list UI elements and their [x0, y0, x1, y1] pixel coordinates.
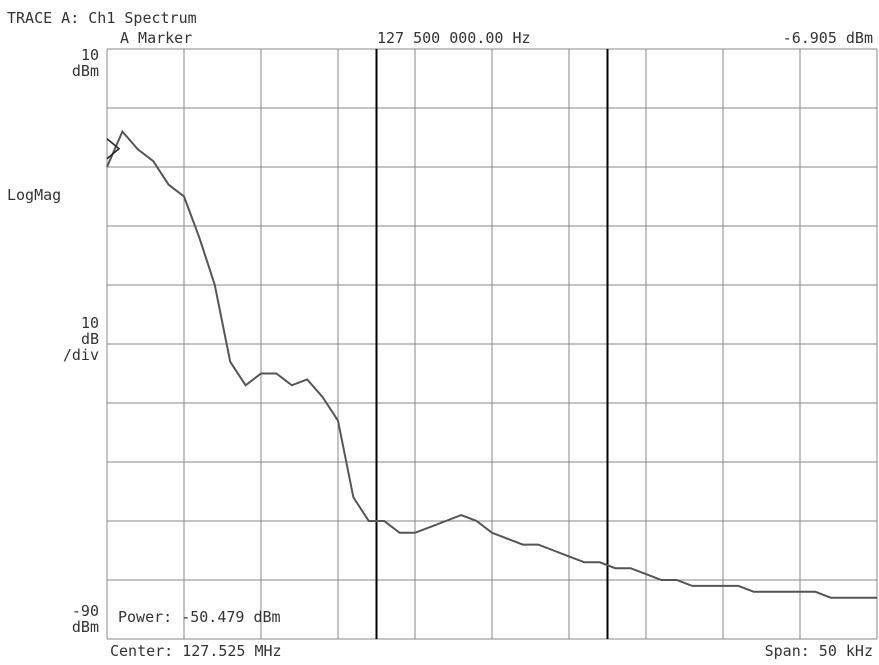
scale-unit: dB	[80, 330, 99, 348]
band-markers	[375, 49, 609, 639]
bottom-value: -90	[71, 602, 99, 620]
marker-frequency: 127 500 000.00 Hz	[377, 29, 531, 47]
span-readout: Span: 50 kHz	[764, 642, 873, 660]
center-frequency: Center: 127.525 MHz	[110, 642, 282, 660]
trace-line	[106, 129, 877, 599]
trace-title: TRACE A: Ch1 Spectrum	[7, 9, 197, 27]
marker-label: A Marker	[120, 29, 193, 47]
reference-marker	[106, 138, 121, 160]
top-unit: dBm	[71, 62, 99, 80]
format-label: LogMag	[7, 186, 62, 204]
plot-grid	[106, 48, 878, 640]
trace-a	[106, 129, 877, 599]
scale-value: 10	[80, 314, 99, 332]
power-readout: Power: -50.479 dBm	[118, 608, 281, 626]
top-value: 10	[80, 46, 99, 64]
scale-per-div: /div	[62, 346, 99, 364]
reference-marker-arrow	[106, 138, 121, 160]
bottom-unit: dBm	[71, 618, 99, 636]
marker-value: -6.905 dBm	[782, 29, 873, 47]
